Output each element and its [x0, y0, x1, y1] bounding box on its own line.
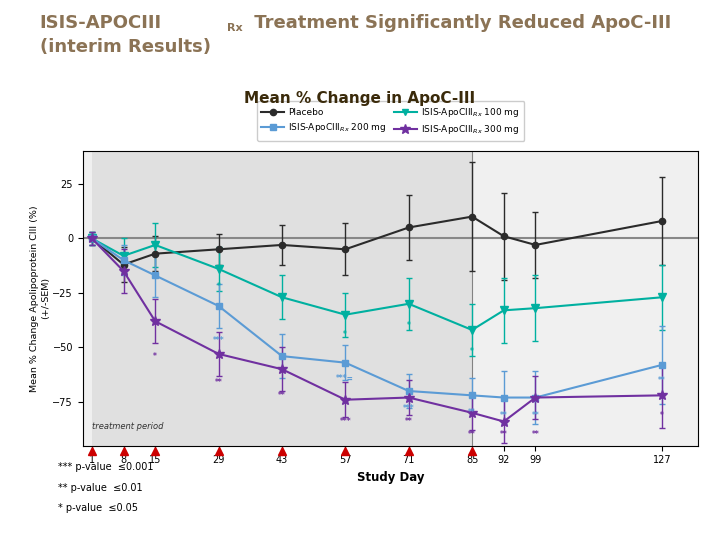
Text: Rx: Rx [227, 23, 243, 33]
Text: *: * [660, 410, 664, 420]
X-axis label: Study Day: Study Day [357, 471, 424, 484]
Text: **: ** [500, 430, 508, 439]
Text: treatment period: treatment period [92, 422, 163, 431]
Text: Mean % Change in ApoC-III: Mean % Change in ApoC-III [244, 91, 476, 106]
Text: *: * [407, 321, 410, 330]
Text: **: ** [215, 378, 222, 387]
Text: ***: *** [403, 404, 415, 413]
Text: **: ** [468, 430, 476, 439]
Text: *: * [470, 347, 474, 356]
Text: 10: 10 [6, 66, 22, 76]
Text: Treatment Significantly Reduced ApoC-III: Treatment Significantly Reduced ApoC-III [248, 14, 672, 31]
Text: *: * [217, 282, 220, 291]
Bar [92, 151, 472, 446]
Text: ***: *** [213, 336, 225, 346]
Text: **: ** [531, 410, 539, 420]
Text: *: * [153, 352, 157, 361]
Text: *: * [343, 330, 347, 339]
Text: (interim Results): (interim Results) [40, 38, 210, 56]
Text: *** p-value  ≤0.001: *** p-value ≤0.001 [58, 462, 153, 472]
Text: ** p-value  ≤0.01: ** p-value ≤0.01 [58, 483, 143, 494]
Text: **: ** [658, 376, 666, 384]
Text: ISIS-APOCIII: ISIS-APOCIII [40, 14, 162, 31]
Text: **: ** [500, 410, 508, 420]
Y-axis label: Mean % Change Apolipoprotein CIII (%)
(+/-SEM): Mean % Change Apolipoprotein CIII (%) (+… [30, 205, 50, 392]
Text: **: ** [405, 417, 413, 426]
Text: ***=: ***= [336, 374, 354, 382]
Text: **: ** [468, 408, 476, 417]
Text: * p-value  ≤0.05: * p-value ≤0.05 [58, 503, 138, 514]
Text: **: ** [531, 430, 539, 439]
Legend: Placebo, ISIS-ApoCIII$_{Rx}$ 200 mg, ISIS-ApoCIII$_{Rx}$ 100 mg, ISIS-ApoCIII$_{: Placebo, ISIS-ApoCIII$_{Rx}$ 200 mg, ISI… [257, 102, 524, 141]
Text: **: ** [278, 391, 286, 400]
Text: ***: *** [340, 417, 351, 426]
